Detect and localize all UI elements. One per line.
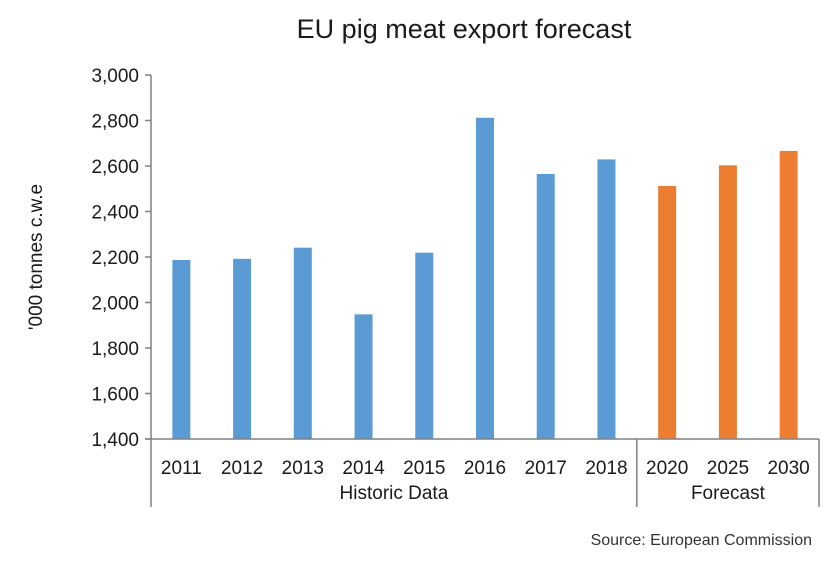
bars: [172, 117, 798, 440]
x-tick-label: 2014: [342, 458, 385, 479]
bar-2020: [658, 186, 677, 439]
bar-2030: [779, 150, 798, 440]
x-tick-label: 2015: [403, 458, 445, 479]
x-tick-label: 2020: [646, 458, 688, 479]
y-axis: 1,400 1,600 1,800 2,000 2,200 2,400 2,600 2,800…: [91, 66, 152, 451]
bar-2012: [233, 258, 252, 439]
x-tick-label: 2013: [282, 458, 324, 479]
source-note: Source: European Commission: [591, 532, 812, 549]
y-tick-label: 1,400: [91, 430, 139, 451]
y-axis-label: '000 tonnes c.w.e: [26, 184, 47, 330]
x-tick-label: 2012: [221, 458, 263, 479]
y-tick-label: 1,800: [91, 339, 139, 360]
x-tick-label: 2016: [464, 458, 506, 479]
x-tick-label: 2017: [525, 458, 567, 479]
x-tick-label: 2030: [767, 458, 809, 479]
y-tick-label: 1,600: [91, 385, 139, 406]
y-tick-label: 2,600: [91, 157, 139, 178]
x-tick-label: 2025: [707, 458, 749, 479]
bar-2025: [718, 165, 737, 439]
bar-2014: [354, 314, 373, 439]
bar-2013: [293, 247, 312, 439]
y-tick-label: 2,800: [91, 112, 139, 133]
x-tick-label: 2018: [585, 458, 627, 479]
y-tick-label: 2,000: [91, 294, 139, 315]
x-tick-label: 2011: [161, 458, 202, 479]
chart-title: EU pig meat export forecast: [297, 14, 632, 44]
y-tick-label: 3,000: [91, 66, 139, 87]
group-label: Forecast: [691, 483, 766, 504]
y-tick-label: 2,200: [91, 248, 139, 269]
bar-2016: [476, 117, 494, 440]
bar-2015: [415, 252, 434, 439]
group-label: Historic Data: [340, 483, 449, 504]
bar-2018: [597, 159, 616, 439]
y-tick-label: 2,400: [91, 203, 139, 224]
bar-2017: [536, 173, 555, 439]
bar-2011: [172, 259, 191, 439]
x-axis: 2011 2012 2013 2014 2015 2016 2017 2018 2020 2025…: [145, 438, 820, 507]
